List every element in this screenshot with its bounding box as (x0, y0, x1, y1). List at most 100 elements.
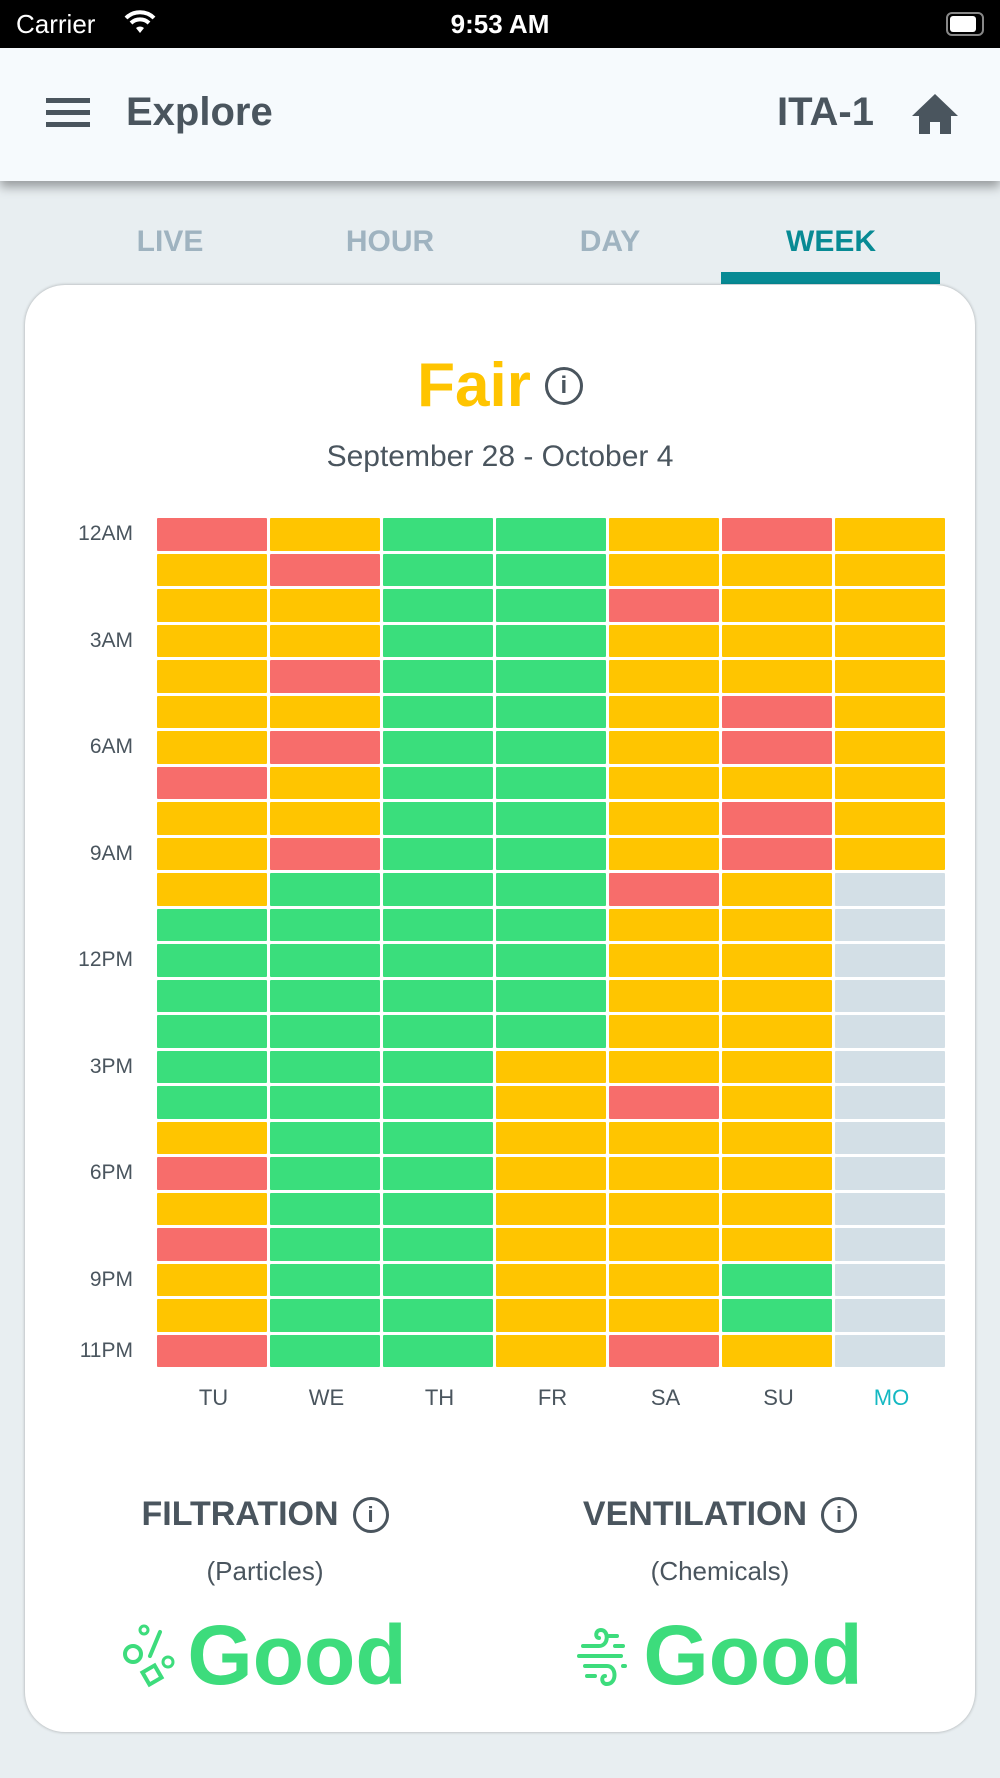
heatmap-cell-we-19[interactable] (270, 1192, 380, 1225)
heatmap-cell-th-2[interactable] (383, 589, 493, 622)
heatmap-cell-fr-10[interactable] (496, 873, 606, 906)
heatmap-cell-mo-22[interactable] (835, 1299, 945, 1332)
heatmap-cell-sa-20[interactable] (609, 1228, 719, 1261)
heatmap-cell-su-16[interactable] (722, 1086, 832, 1119)
heatmap-cell-su-19[interactable] (722, 1192, 832, 1225)
heatmap-cell-sa-4[interactable] (609, 660, 719, 693)
heatmap-cell-th-14[interactable] (383, 1015, 493, 1048)
heatmap-cell-we-12[interactable] (270, 944, 380, 977)
heatmap-cell-th-15[interactable] (383, 1050, 493, 1083)
heatmap-cell-we-3[interactable] (270, 624, 380, 657)
heatmap-cell-su-18[interactable] (722, 1157, 832, 1190)
heatmap-cell-sa-23[interactable] (609, 1334, 719, 1367)
heatmap-cell-tu-16[interactable] (157, 1086, 267, 1119)
heatmap-cell-th-0[interactable] (383, 518, 493, 551)
heatmap-cell-we-16[interactable] (270, 1086, 380, 1119)
heatmap-cell-tu-13[interactable] (157, 979, 267, 1012)
heatmap-cell-th-21[interactable] (383, 1263, 493, 1296)
heatmap-cell-sa-3[interactable] (609, 624, 719, 657)
heatmap-cell-th-13[interactable] (383, 979, 493, 1012)
heatmap-cell-th-4[interactable] (383, 660, 493, 693)
heatmap-cell-fr-14[interactable] (496, 1015, 606, 1048)
heatmap-cell-mo-3[interactable] (835, 624, 945, 657)
heatmap-cell-su-1[interactable] (722, 553, 832, 586)
heatmap-cell-th-5[interactable] (383, 695, 493, 728)
heatmap-cell-sa-11[interactable] (609, 908, 719, 941)
heatmap-cell-th-20[interactable] (383, 1228, 493, 1261)
heatmap-cell-we-17[interactable] (270, 1121, 380, 1154)
heatmap-cell-we-2[interactable] (270, 589, 380, 622)
heatmap-cell-fr-3[interactable] (496, 624, 606, 657)
heatmap-cell-fr-11[interactable] (496, 908, 606, 941)
heatmap-cell-mo-7[interactable] (835, 766, 945, 799)
heatmap-cell-su-15[interactable] (722, 1050, 832, 1083)
heatmap-cell-tu-21[interactable] (157, 1263, 267, 1296)
heatmap-cell-su-5[interactable] (722, 695, 832, 728)
heatmap-cell-fr-9[interactable] (496, 837, 606, 870)
heatmap-cell-th-22[interactable] (383, 1299, 493, 1332)
heatmap-cell-su-10[interactable] (722, 873, 832, 906)
heatmap-cell-fr-12[interactable] (496, 944, 606, 977)
heatmap-cell-we-23[interactable] (270, 1334, 380, 1367)
tab-week[interactable]: WEEK (786, 225, 876, 258)
heatmap-cell-tu-10[interactable] (157, 873, 267, 906)
heatmap-cell-tu-15[interactable] (157, 1050, 267, 1083)
heatmap-cell-th-10[interactable] (383, 873, 493, 906)
info-icon[interactable]: i (352, 1496, 389, 1533)
heatmap-cell-sa-17[interactable] (609, 1121, 719, 1154)
heatmap-cell-su-13[interactable] (722, 979, 832, 1012)
heatmap-cell-fr-17[interactable] (496, 1121, 606, 1154)
heatmap-cell-su-7[interactable] (722, 766, 832, 799)
heatmap-cell-mo-19[interactable] (835, 1192, 945, 1225)
heatmap-cell-we-5[interactable] (270, 695, 380, 728)
heatmap-cell-su-8[interactable] (722, 802, 832, 835)
heatmap-cell-mo-14[interactable] (835, 1015, 945, 1048)
heatmap-cell-sa-18[interactable] (609, 1157, 719, 1190)
heatmap-cell-th-11[interactable] (383, 908, 493, 941)
heatmap-cell-tu-9[interactable] (157, 837, 267, 870)
heatmap-cell-mo-12[interactable] (835, 944, 945, 977)
heatmap-cell-tu-0[interactable] (157, 518, 267, 551)
home-icon[interactable] (910, 92, 960, 136)
heatmap-cell-tu-7[interactable] (157, 766, 267, 799)
heatmap-cell-su-14[interactable] (722, 1015, 832, 1048)
heatmap-cell-sa-22[interactable] (609, 1299, 719, 1332)
heatmap-cell-su-21[interactable] (722, 1263, 832, 1296)
heatmap-cell-sa-9[interactable] (609, 837, 719, 870)
heatmap-cell-su-3[interactable] (722, 624, 832, 657)
heatmap-cell-su-9[interactable] (722, 837, 832, 870)
heatmap-cell-sa-5[interactable] (609, 695, 719, 728)
heatmap-cell-mo-17[interactable] (835, 1121, 945, 1154)
heatmap-cell-mo-8[interactable] (835, 802, 945, 835)
heatmap-cell-mo-11[interactable] (835, 908, 945, 941)
heatmap-cell-th-19[interactable] (383, 1192, 493, 1225)
heatmap-cell-su-2[interactable] (722, 589, 832, 622)
heatmap-cell-fr-7[interactable] (496, 766, 606, 799)
heatmap-cell-mo-0[interactable] (835, 518, 945, 551)
heatmap-cell-tu-22[interactable] (157, 1299, 267, 1332)
heatmap-cell-we-14[interactable] (270, 1015, 380, 1048)
heatmap-cell-tu-6[interactable] (157, 731, 267, 764)
heatmap-cell-we-0[interactable] (270, 518, 380, 551)
heatmap-cell-mo-5[interactable] (835, 695, 945, 728)
heatmap-cell-fr-19[interactable] (496, 1192, 606, 1225)
heatmap-cell-sa-13[interactable] (609, 979, 719, 1012)
heatmap-cell-fr-15[interactable] (496, 1050, 606, 1083)
heatmap-cell-fr-18[interactable] (496, 1157, 606, 1190)
heatmap-cell-we-18[interactable] (270, 1157, 380, 1190)
heatmap-cell-sa-15[interactable] (609, 1050, 719, 1083)
heatmap-cell-mo-15[interactable] (835, 1050, 945, 1083)
heatmap-cell-mo-20[interactable] (835, 1228, 945, 1261)
heatmap-cell-th-12[interactable] (383, 944, 493, 977)
heatmap-cell-su-11[interactable] (722, 908, 832, 941)
heatmap-cell-mo-18[interactable] (835, 1157, 945, 1190)
menu-icon[interactable] (46, 98, 90, 128)
heatmap-cell-sa-21[interactable] (609, 1263, 719, 1296)
heatmap-cell-su-12[interactable] (722, 944, 832, 977)
heatmap-cell-mo-1[interactable] (835, 553, 945, 586)
heatmap-cell-tu-8[interactable] (157, 802, 267, 835)
heatmap-cell-tu-17[interactable] (157, 1121, 267, 1154)
heatmap-cell-sa-19[interactable] (609, 1192, 719, 1225)
info-icon[interactable]: i (544, 366, 583, 405)
heatmap-cell-th-3[interactable] (383, 624, 493, 657)
